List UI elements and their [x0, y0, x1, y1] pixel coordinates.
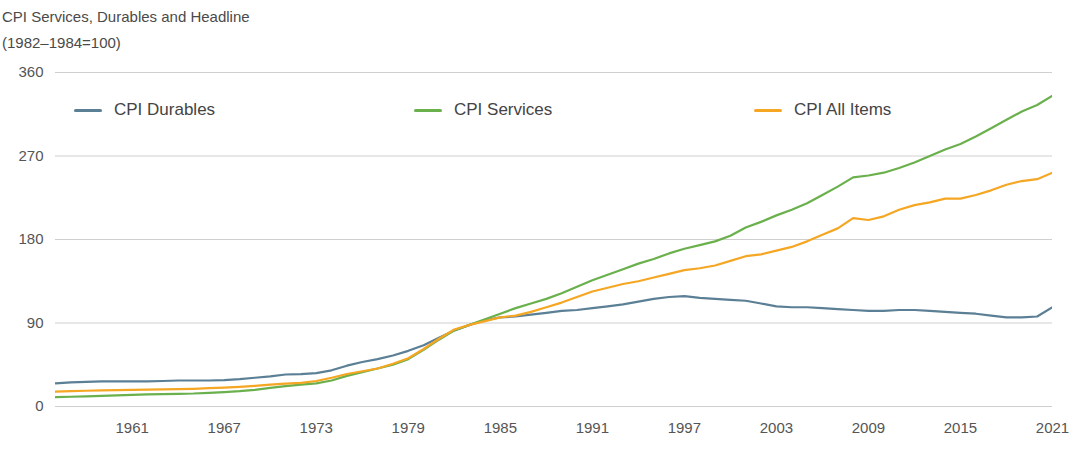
svg-text:1973: 1973 — [300, 419, 333, 436]
svg-text:1985: 1985 — [484, 419, 517, 436]
svg-text:0: 0 — [35, 397, 43, 414]
svg-text:2009: 2009 — [852, 419, 885, 436]
html-text:(1982–1984=100): (1982–1984=100) — [2, 34, 121, 51]
svg-text:2015: 2015 — [944, 419, 977, 436]
html-text:CPI Services, Durables and Hea: CPI Services, Durables and Headline — [2, 8, 250, 25]
svg-text:1979: 1979 — [392, 419, 425, 436]
svg-text:2003: 2003 — [760, 419, 793, 436]
svg-text:180: 180 — [18, 230, 43, 247]
html-text:CPI Services: CPI Services — [454, 100, 553, 119]
svg-text:90: 90 — [27, 314, 44, 331]
html-text:CPI All Items: CPI All Items — [794, 100, 892, 119]
svg-text:1991: 1991 — [576, 419, 609, 436]
svg-text:270: 270 — [18, 147, 43, 164]
svg-text:1967: 1967 — [208, 419, 241, 436]
svg-text:2021: 2021 — [1036, 419, 1069, 436]
svg-text:360: 360 — [18, 63, 43, 80]
svg-text:1961: 1961 — [116, 419, 149, 436]
html-text:CPI Durables: CPI Durables — [114, 100, 216, 119]
svg-text:1997: 1997 — [668, 419, 701, 436]
